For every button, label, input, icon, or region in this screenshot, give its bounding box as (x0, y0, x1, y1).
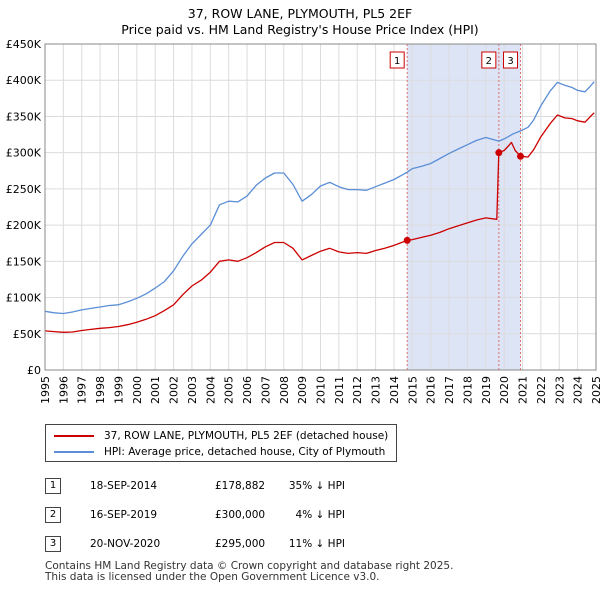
x-tick-label: 2021 (517, 376, 530, 404)
x-tick-label: 2013 (370, 376, 383, 404)
sale-point (403, 236, 411, 244)
y-tick-label: £0 (27, 364, 41, 377)
x-tick-label: 2024 (572, 376, 585, 404)
x-tick-label: 2006 (241, 376, 254, 404)
x-tick-label: 2008 (278, 376, 291, 404)
sale-point (517, 152, 525, 160)
footer-attribution: Contains HM Land Registry data © Crown c… (45, 561, 453, 583)
title-line-1: 37, ROW LANE, PLYMOUTH, PL5 2EF (187, 6, 413, 21)
x-tick-label: 2003 (186, 376, 199, 404)
x-tick-label: 2000 (131, 376, 144, 404)
legend-item-hpi: HPI: Average price, detached house, City… (54, 445, 385, 459)
x-tick-label: 2012 (351, 376, 364, 404)
x-tick-label: 2017 (443, 376, 456, 404)
sale-price: £178,882 (215, 480, 266, 492)
title-line-2: Price paid vs. HM Land Registry's House … (121, 22, 479, 37)
y-tick-label: £300K (6, 147, 42, 160)
sale-date: 16-SEP-2019 (90, 509, 158, 521)
x-tick-label: 1997 (76, 376, 89, 404)
sale-date: 18-SEP-2014 (90, 480, 158, 492)
price-chart: 1995 1996 1997 1998 1999 2000 2001 2002 2003 2004… (6, 38, 600, 404)
sale-label-box: 1 (389, 51, 405, 69)
legend-swatch-hpi (54, 451, 94, 453)
hpi-line (44, 81, 595, 315)
y-tick-label: £150K (6, 255, 42, 268)
transactions-table: 1 18-SEP-2014 £178,882 35% ↓ HPI 2 16-SE… (45, 474, 445, 561)
sale-hpi-diff: 35% ↓ HPI (288, 480, 345, 492)
sale-marker-badge: 2 (45, 507, 61, 523)
sale-label-text: 2 (486, 56, 492, 67)
x-tick-label: 2016 (425, 376, 438, 404)
x-tick-label: 2022 (535, 376, 548, 404)
sale-price: £295,000 (215, 538, 266, 550)
table-row: 2 16-SEP-2019 £300,000 4% ↓ HPI (45, 503, 445, 532)
chart-title: 37, ROW LANE, PLYMOUTH, PL5 2EF Price pa… (0, 6, 600, 38)
sale-hpi-diff: 4% ↓ HPI (295, 509, 345, 521)
x-tick-label: 2002 (168, 376, 181, 404)
sale-label-text: 1 (394, 56, 400, 67)
legend-label-property: 37, ROW LANE, PLYMOUTH, PL5 2EF (detache… (104, 430, 389, 442)
legend-label-hpi: HPI: Average price, detached house, City… (104, 446, 386, 458)
x-tick-label: 2009 (296, 376, 309, 404)
sale-label-frame (481, 51, 497, 69)
y-tick-label: £400K (6, 74, 42, 87)
sale-date: 20-NOV-2020 (90, 538, 161, 550)
footer-line-1: Contains HM Land Registry data © Crown c… (45, 560, 454, 572)
sale-label-frame (503, 51, 519, 69)
sale-label-box: 3 (503, 51, 519, 69)
footer-line-2: This data is licensed under the Open Gov… (45, 571, 380, 583)
sale-label-box: 2 (481, 51, 497, 69)
x-tick-label: 2023 (553, 376, 566, 404)
y-tick-label: £200K (6, 219, 42, 232)
y-tick-label: £50K (13, 328, 42, 341)
x-tick-label: 2004 (204, 376, 217, 404)
plot-frame (44, 43, 597, 371)
sale-point (495, 149, 503, 157)
x-tick-label: 1998 (94, 376, 107, 404)
sale-label-text: 3 (507, 56, 513, 67)
x-tick-label: 2019 (480, 376, 493, 404)
sale-marker-badge: 1 (45, 478, 61, 494)
x-tick-label: 1996 (57, 376, 70, 404)
sale-marker-badge: 3 (45, 536, 61, 552)
x-tick-label: 2020 (498, 376, 511, 404)
x-tick-label: 2005 (223, 376, 236, 404)
sale-label-frame (389, 51, 405, 69)
x-tick-label: 2011 (333, 376, 346, 404)
legend-swatch-property (54, 435, 94, 437)
x-tick-label: 1995 (39, 376, 52, 404)
table-row: 1 18-SEP-2014 £178,882 35% ↓ HPI (45, 474, 445, 503)
table-row: 3 20-NOV-2020 £295,000 11% ↓ HPI (45, 532, 445, 561)
x-tick-label: 1999 (112, 376, 125, 404)
x-tick-label: 2025 (590, 376, 600, 404)
ownership-shaded-region (407, 44, 521, 370)
x-tick-label: 2018 (461, 376, 474, 404)
y-tick-label: £250K (6, 183, 42, 196)
chart-legend: 37, ROW LANE, PLYMOUTH, PL5 2EF (detache… (45, 424, 397, 462)
y-tick-label: £450K (6, 38, 42, 51)
x-tick-label: 2015 (406, 376, 419, 404)
legend-item-property: 37, ROW LANE, PLYMOUTH, PL5 2EF (detache… (54, 429, 388, 443)
x-tick-label: 2001 (149, 376, 162, 404)
x-tick-label: 2014 (388, 376, 401, 404)
sale-hpi-diff: 11% ↓ HPI (288, 538, 345, 550)
y-tick-label: £350K (6, 110, 42, 123)
sale-price: £300,000 (215, 509, 266, 521)
x-tick-label: 2007 (259, 376, 272, 404)
x-tick-label: 2010 (315, 376, 328, 404)
y-tick-label: £100K (6, 292, 42, 305)
